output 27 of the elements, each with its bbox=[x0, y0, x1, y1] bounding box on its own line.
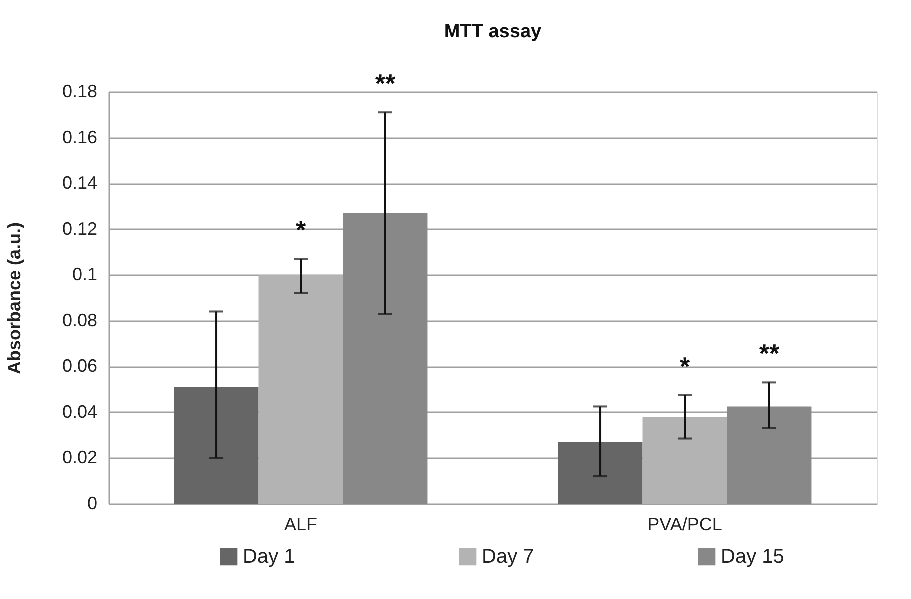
bar bbox=[558, 442, 643, 504]
x-tick-label: PVA/PCL bbox=[648, 514, 722, 534]
y-axis-title: Absorbance (a.u.) bbox=[4, 222, 24, 375]
legend-label: Day 7 bbox=[482, 546, 534, 568]
bar bbox=[642, 417, 728, 504]
y-tick-label: 0.08 bbox=[62, 310, 98, 330]
y-tick-label: 0.1 bbox=[72, 264, 98, 285]
annotation: ** bbox=[375, 68, 396, 99]
x-tick-label: ALF bbox=[284, 514, 318, 534]
y-tick-label: 0.12 bbox=[62, 218, 98, 239]
annotation: * bbox=[680, 351, 691, 382]
chart-title: MTT assay bbox=[444, 22, 542, 43]
bar bbox=[258, 275, 344, 504]
y-tick-label: 0.16 bbox=[62, 127, 98, 148]
annotation: * bbox=[296, 215, 307, 246]
y-tick-label: 0.06 bbox=[62, 356, 98, 376]
legend-label: Day 15 bbox=[721, 546, 784, 568]
y-tick-label: 0 bbox=[87, 494, 98, 514]
bar bbox=[174, 387, 259, 504]
y-tick-label: 0.04 bbox=[62, 402, 98, 422]
legend-label: Day 1 bbox=[243, 546, 296, 568]
y-tick-label: 0.18 bbox=[62, 82, 98, 102]
y-tick-label: 0.02 bbox=[62, 448, 98, 468]
bar bbox=[727, 406, 812, 504]
annotation: ** bbox=[759, 338, 780, 369]
bar bbox=[343, 213, 428, 504]
y-tick-label: 0.14 bbox=[62, 173, 98, 194]
